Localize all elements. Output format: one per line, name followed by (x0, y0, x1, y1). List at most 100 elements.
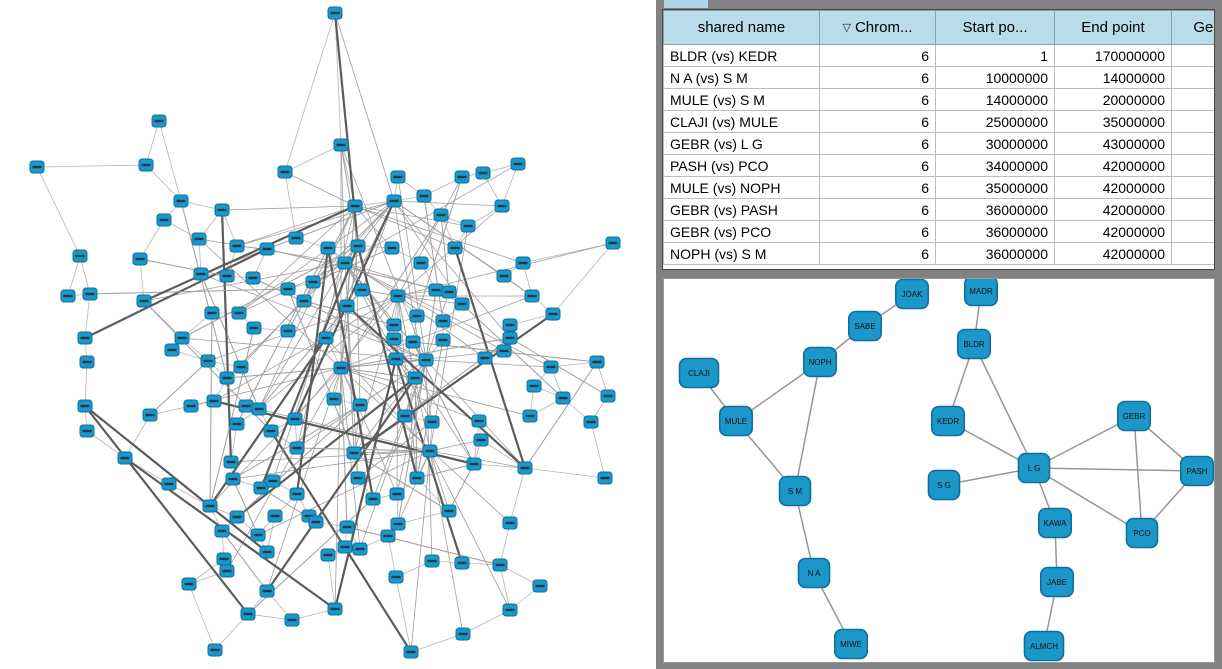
graph-node[interactable] (250, 528, 266, 542)
graph-node-kedr[interactable]: KEDR (930, 405, 965, 437)
graph-node[interactable] (418, 353, 434, 367)
graph-node[interactable] (405, 335, 421, 349)
graph-node[interactable] (138, 158, 154, 172)
graph-node[interactable] (231, 306, 247, 320)
graph-node[interactable] (339, 299, 355, 313)
table-row[interactable]: MULE (vs) S M614000000200000007.5 (663, 88, 1214, 111)
graph-node[interactable] (460, 219, 476, 233)
table-cell[interactable]: PASH (vs) PCO (663, 154, 820, 177)
graph-node[interactable] (326, 392, 342, 406)
graph-node[interactable] (72, 249, 88, 263)
table-cell[interactable]: 8.9 (1171, 198, 1214, 221)
graph-node[interactable] (416, 189, 432, 203)
graph-node-n-a[interactable]: N A (797, 557, 831, 589)
graph-node[interactable] (403, 645, 419, 659)
graph-node[interactable] (339, 520, 355, 534)
graph-node-shape[interactable] (1017, 452, 1051, 484)
graph-node[interactable] (435, 314, 451, 328)
table-cell[interactable]: 6 (819, 242, 936, 265)
graph-node[interactable] (543, 360, 559, 374)
table-cell[interactable]: 6 (819, 44, 936, 67)
table-cell[interactable]: 6 (819, 220, 936, 243)
table-cell[interactable]: 192.0 (1171, 44, 1214, 67)
graph-node[interactable] (337, 540, 353, 554)
graph-node[interactable] (296, 294, 312, 308)
graph-node[interactable] (327, 6, 343, 20)
graph-node-joak[interactable]: JOAK (895, 279, 929, 310)
table-row[interactable]: MULE (vs) NOPH6350000004200000010.5 (663, 176, 1214, 199)
graph-node[interactable] (471, 414, 487, 428)
graph-node-kawa[interactable]: KAWA (1037, 507, 1072, 539)
graph-node[interactable] (475, 166, 491, 180)
graph-node-sabe[interactable]: SABE (848, 310, 883, 342)
graph-node-shape[interactable] (834, 628, 869, 660)
graph-node[interactable] (245, 271, 261, 285)
table-cell[interactable]: 11.4 (1171, 154, 1214, 177)
table-cell[interactable]: NOPH (vs) S M (663, 242, 820, 265)
graph-node[interactable] (526, 379, 542, 393)
graph-node[interactable] (229, 510, 245, 524)
graph-node[interactable] (288, 231, 304, 245)
graph-node[interactable] (327, 602, 343, 616)
graph-node[interactable] (259, 242, 275, 256)
graph-node[interactable] (522, 409, 538, 423)
graph-node-shape[interactable] (718, 405, 754, 437)
table-cell[interactable]: 36000000 (935, 198, 1055, 221)
table-cell[interactable]: 34000000 (935, 154, 1055, 177)
table-cell[interactable]: 42000000 (1054, 154, 1172, 177)
graph-node[interactable] (441, 504, 457, 518)
filter-icon[interactable]: ▽ (842, 22, 851, 34)
graph-node-almch[interactable]: ALMCH (1023, 630, 1065, 662)
graph-node[interactable] (454, 556, 470, 570)
graph-node[interactable] (473, 433, 489, 447)
graph-node[interactable] (202, 499, 218, 513)
graph-node-shape[interactable] (930, 405, 965, 437)
table-cell[interactable]: N A (vs) S M (663, 66, 820, 89)
graph-node[interactable] (435, 333, 451, 347)
graph-node[interactable] (204, 306, 220, 320)
graph-node-shape[interactable] (964, 279, 998, 307)
table-cell[interactable]: 1 (935, 44, 1055, 67)
graph-node[interactable] (441, 285, 457, 299)
graph-node[interactable] (502, 318, 518, 332)
graph-node[interactable] (216, 552, 232, 566)
graph-node[interactable] (350, 471, 366, 485)
graph-node-l-g[interactable]: L G (1017, 452, 1051, 484)
graph-node[interactable] (545, 307, 561, 321)
graph-node[interactable] (229, 417, 245, 431)
graph-node[interactable] (225, 472, 241, 486)
graph-node[interactable] (502, 516, 518, 530)
table-cell[interactable]: 14000000 (935, 88, 1055, 111)
table-cell[interactable]: 20000000 (1054, 88, 1172, 111)
graph-node-shape[interactable] (678, 357, 720, 389)
graph-node[interactable] (233, 360, 249, 374)
graph-node[interactable] (409, 471, 425, 485)
graph-node[interactable] (397, 409, 413, 423)
graph-node[interactable] (280, 324, 296, 338)
graph-node-shape[interactable] (803, 346, 838, 378)
graph-node[interactable] (409, 309, 425, 323)
graph-node[interactable] (333, 138, 349, 152)
graph-node[interactable] (263, 424, 279, 438)
table-cell[interactable]: 10.5 (1171, 176, 1214, 199)
table-cell[interactable]: GEBR (vs) PCO (663, 220, 820, 243)
sub-network-view[interactable]: JOAK MADR SABE BLDR NOPH CLAJI MULE KEDR GEBR L G… (663, 278, 1215, 663)
graph-node[interactable] (219, 564, 235, 578)
graph-node-shape[interactable] (1125, 517, 1159, 549)
graph-node[interactable] (173, 194, 189, 208)
graph-node[interactable] (246, 321, 262, 335)
graph-node[interactable] (502, 603, 518, 617)
graph-node[interactable] (183, 399, 199, 413)
table-cell[interactable]: 6 (819, 66, 936, 89)
graph-node[interactable] (605, 236, 621, 250)
column-header-startpo[interactable]: Start po... (935, 10, 1055, 45)
table-cell[interactable]: 25000000 (935, 110, 1055, 133)
column-header-chrom[interactable]: ▽ Chrom... (819, 10, 936, 45)
graph-node[interactable] (193, 267, 209, 281)
graph-node[interactable] (384, 241, 400, 255)
graph-node-shape[interactable] (1023, 630, 1065, 662)
graph-node[interactable] (289, 487, 305, 501)
table-row[interactable]: GEBR (vs) PASH636000000420000008.9 (663, 198, 1214, 221)
graph-node-shape[interactable] (1039, 566, 1074, 598)
table-cell[interactable]: 30000000 (935, 132, 1055, 155)
